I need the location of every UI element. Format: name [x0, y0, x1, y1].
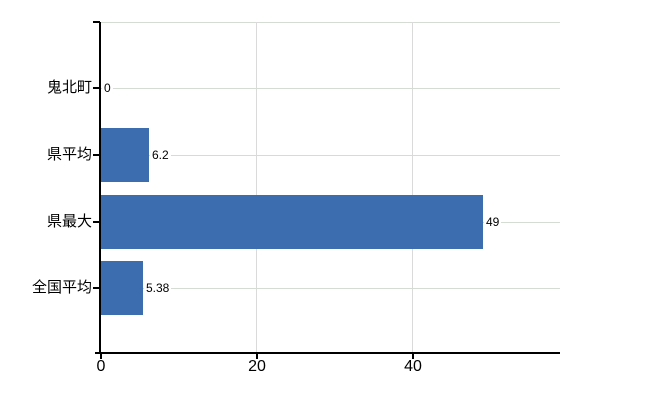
x-tick [412, 354, 414, 359]
y-tick [93, 287, 100, 289]
value-label: 49 [484, 215, 502, 229]
value-label: 0 [102, 81, 113, 95]
category-label: 鬼北町 [46, 79, 92, 96]
y-tick [93, 154, 100, 156]
category-label: 全国平均 [31, 279, 92, 296]
category-label: 県最大 [46, 213, 92, 230]
x-gridline [412, 22, 413, 352]
y-axis [99, 22, 101, 354]
x-tick-label: 40 [404, 358, 422, 375]
x-axis [95, 352, 560, 354]
y-tick [93, 87, 100, 89]
y-axis-top-tick [93, 21, 100, 23]
plot-top-border [100, 22, 560, 23]
y-tick [93, 221, 100, 223]
y-gridline [100, 88, 560, 89]
x-tick-label: 0 [96, 358, 106, 375]
category-label: 県平均 [46, 146, 92, 163]
bar [101, 128, 149, 182]
value-label: 5.38 [144, 281, 172, 295]
bar [101, 261, 143, 315]
x-tick [100, 354, 102, 359]
value-label: 6.2 [150, 148, 171, 162]
y-gridline [100, 288, 560, 289]
x-gridline [256, 22, 257, 352]
x-tick-label: 20 [248, 358, 266, 375]
y-gridline [100, 155, 560, 156]
x-tick [256, 354, 258, 359]
bar [101, 195, 483, 249]
